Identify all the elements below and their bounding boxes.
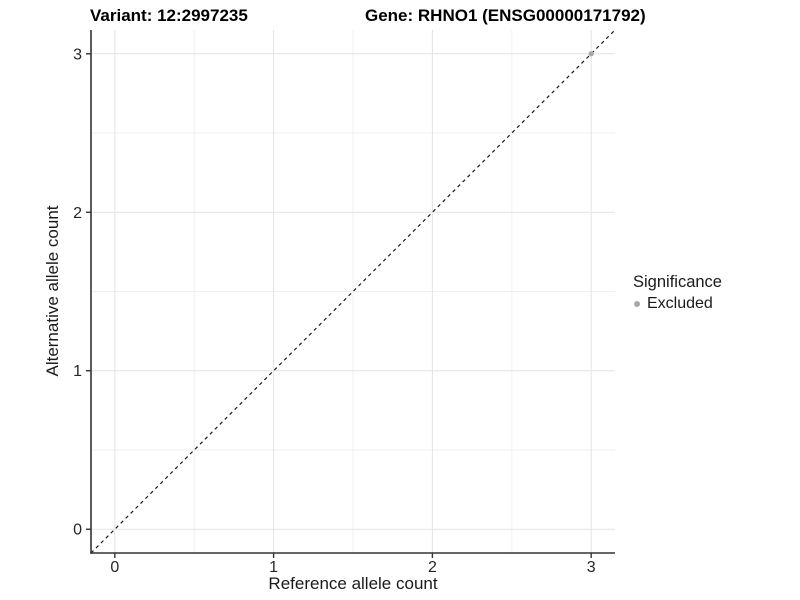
x-tick-label: 0 [110, 559, 119, 576]
legend-item-excluded: Excluded [633, 295, 722, 313]
identity-line [90, 29, 616, 554]
x-axis-title: Reference allele count [268, 574, 438, 593]
y-tick-label: 0 [73, 522, 82, 539]
x-tick-label: 3 [587, 559, 596, 576]
legend-item-label: Excluded [647, 295, 713, 312]
legend: Significance Excluded [633, 273, 722, 313]
legend-title: Significance [633, 273, 722, 291]
x-tick-label: 2 [428, 559, 437, 576]
plot-title-variant: Variant: 12:2997235 [90, 6, 248, 25]
y-tick-label: 3 [73, 46, 82, 63]
data-point [588, 51, 594, 57]
y-axis-title: Alternative allele count [43, 205, 62, 377]
x-tick-label: 1 [269, 559, 278, 576]
plot-title-gene: Gene: RHNO1 (ENSG00000171792) [365, 6, 646, 25]
legend-point-icon [634, 301, 640, 307]
y-tick-label: 2 [73, 205, 82, 222]
y-tick-label: 1 [73, 363, 82, 380]
